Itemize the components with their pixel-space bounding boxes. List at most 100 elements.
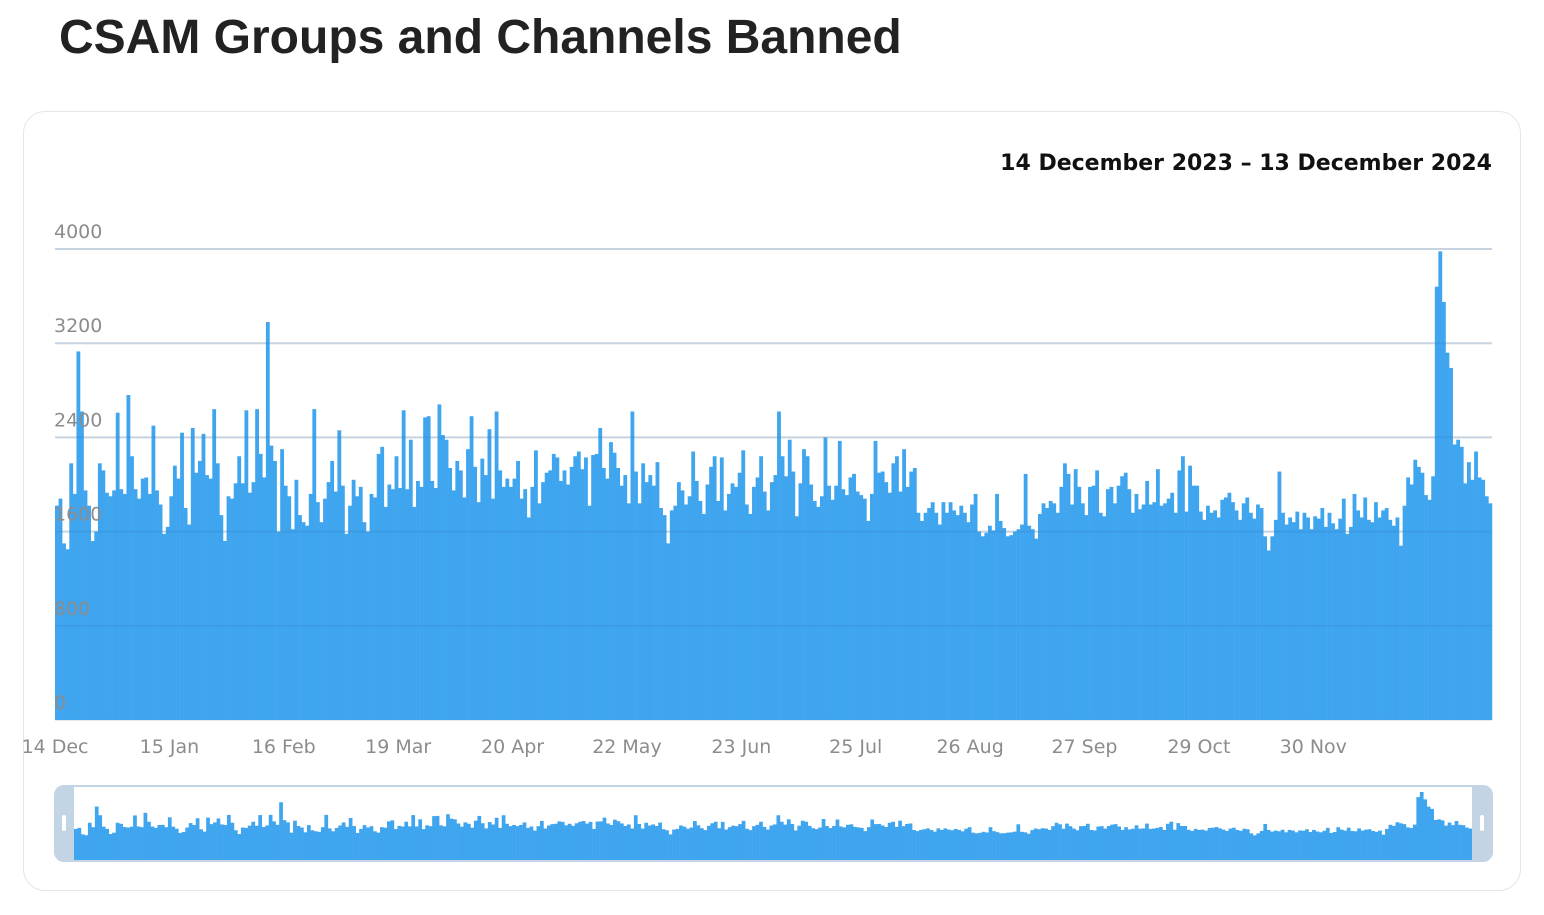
bar[interactable]: [251, 482, 256, 720]
bar[interactable]: [1113, 503, 1117, 720]
bar[interactable]: [87, 505, 91, 720]
bar[interactable]: [480, 458, 485, 720]
bar[interactable]: [147, 493, 152, 720]
bar[interactable]: [848, 477, 853, 720]
bar[interactable]: [308, 493, 313, 720]
bar[interactable]: [1009, 535, 1014, 720]
bar[interactable]: [391, 489, 395, 720]
bar[interactable]: [819, 496, 824, 720]
bar[interactable]: [494, 411, 499, 721]
bar[interactable]: [1130, 512, 1135, 720]
bar[interactable]: [162, 533, 167, 720]
bar[interactable]: [230, 498, 234, 720]
bar[interactable]: [566, 484, 570, 721]
bar[interactable]: [1238, 519, 1243, 720]
bar[interactable]: [741, 450, 746, 720]
bar[interactable]: [1173, 512, 1178, 720]
bar[interactable]: [605, 478, 610, 720]
bar[interactable]: [180, 432, 184, 720]
bar[interactable]: [895, 456, 899, 720]
bar[interactable]: [369, 493, 374, 720]
bar[interactable]: [945, 512, 949, 720]
bar[interactable]: [348, 505, 352, 720]
bar[interactable]: [1413, 459, 1418, 720]
bar[interactable]: [380, 446, 385, 720]
bar[interactable]: [730, 483, 735, 720]
bar[interactable]: [1388, 519, 1393, 720]
bar[interactable]: [1223, 497, 1228, 720]
bar[interactable]: [326, 482, 331, 720]
bar[interactable]: [870, 493, 874, 720]
bar[interactable]: [455, 460, 460, 720]
bar[interactable]: [1441, 301, 1446, 720]
bar[interactable]: [358, 486, 363, 720]
bar[interactable]: [1220, 499, 1225, 720]
bar[interactable]: [473, 466, 478, 720]
bar[interactable]: [1456, 439, 1461, 720]
bar[interactable]: [287, 496, 292, 720]
bar[interactable]: [1466, 462, 1471, 720]
bar[interactable]: [1452, 444, 1457, 720]
bar[interactable]: [1052, 503, 1057, 720]
bar[interactable]: [873, 440, 878, 720]
bar[interactable]: [133, 489, 138, 720]
bar[interactable]: [387, 484, 392, 721]
bar[interactable]: [430, 480, 435, 720]
bar[interactable]: [698, 500, 703, 720]
bar[interactable]: [215, 463, 220, 720]
bar[interactable]: [1406, 477, 1411, 720]
bar[interactable]: [90, 541, 95, 720]
bar[interactable]: [469, 416, 474, 720]
bar[interactable]: [562, 470, 567, 720]
bar[interactable]: [587, 505, 592, 720]
bar[interactable]: [1088, 486, 1092, 720]
bar[interactable]: [1463, 483, 1468, 720]
bar[interactable]: [183, 508, 188, 720]
bar[interactable]: [780, 456, 785, 720]
bar[interactable]: [669, 510, 674, 720]
bar[interactable]: [523, 489, 528, 720]
bar[interactable]: [1345, 533, 1350, 720]
bar[interactable]: [1152, 502, 1157, 720]
bar[interactable]: [155, 490, 159, 720]
bar[interactable]: [1213, 510, 1217, 720]
bar[interactable]: [258, 453, 263, 720]
bar[interactable]: [734, 486, 738, 720]
bar[interactable]: [1481, 479, 1486, 720]
bar[interactable]: [766, 510, 771, 720]
bar[interactable]: [1145, 480, 1150, 720]
bar[interactable]: [1281, 512, 1285, 720]
bar[interactable]: [984, 532, 989, 720]
bar[interactable]: [1102, 516, 1107, 720]
bar[interactable]: [1181, 456, 1185, 720]
bar[interactable]: [351, 479, 356, 720]
bar[interactable]: [909, 471, 914, 720]
bar[interactable]: [137, 498, 142, 720]
bar[interactable]: [880, 471, 885, 720]
bar[interactable]: [1449, 367, 1453, 720]
bar[interactable]: [462, 497, 467, 720]
bar[interactable]: [1198, 511, 1203, 720]
bar[interactable]: [1256, 504, 1260, 720]
bar[interactable]: [433, 488, 438, 720]
bar[interactable]: [1184, 511, 1189, 720]
bar[interactable]: [787, 439, 792, 720]
bar[interactable]: [1313, 516, 1318, 720]
bar[interactable]: [559, 480, 563, 720]
bar[interactable]: [1216, 517, 1221, 720]
bar[interactable]: [1020, 524, 1024, 720]
bar[interactable]: [970, 504, 974, 720]
bar[interactable]: [544, 472, 549, 720]
bar[interactable]: [1288, 517, 1293, 720]
bar[interactable]: [866, 521, 871, 720]
bar[interactable]: [816, 506, 821, 720]
bar[interactable]: [1291, 522, 1296, 720]
bar[interactable]: [1273, 519, 1278, 720]
bar[interactable]: [1459, 446, 1464, 720]
bar[interactable]: [1370, 522, 1375, 720]
bar[interactable]: [1266, 550, 1271, 720]
bar[interactable]: [458, 470, 463, 720]
bar[interactable]: [898, 491, 903, 720]
bar[interactable]: [637, 503, 642, 720]
bar[interactable]: [255, 409, 259, 720]
